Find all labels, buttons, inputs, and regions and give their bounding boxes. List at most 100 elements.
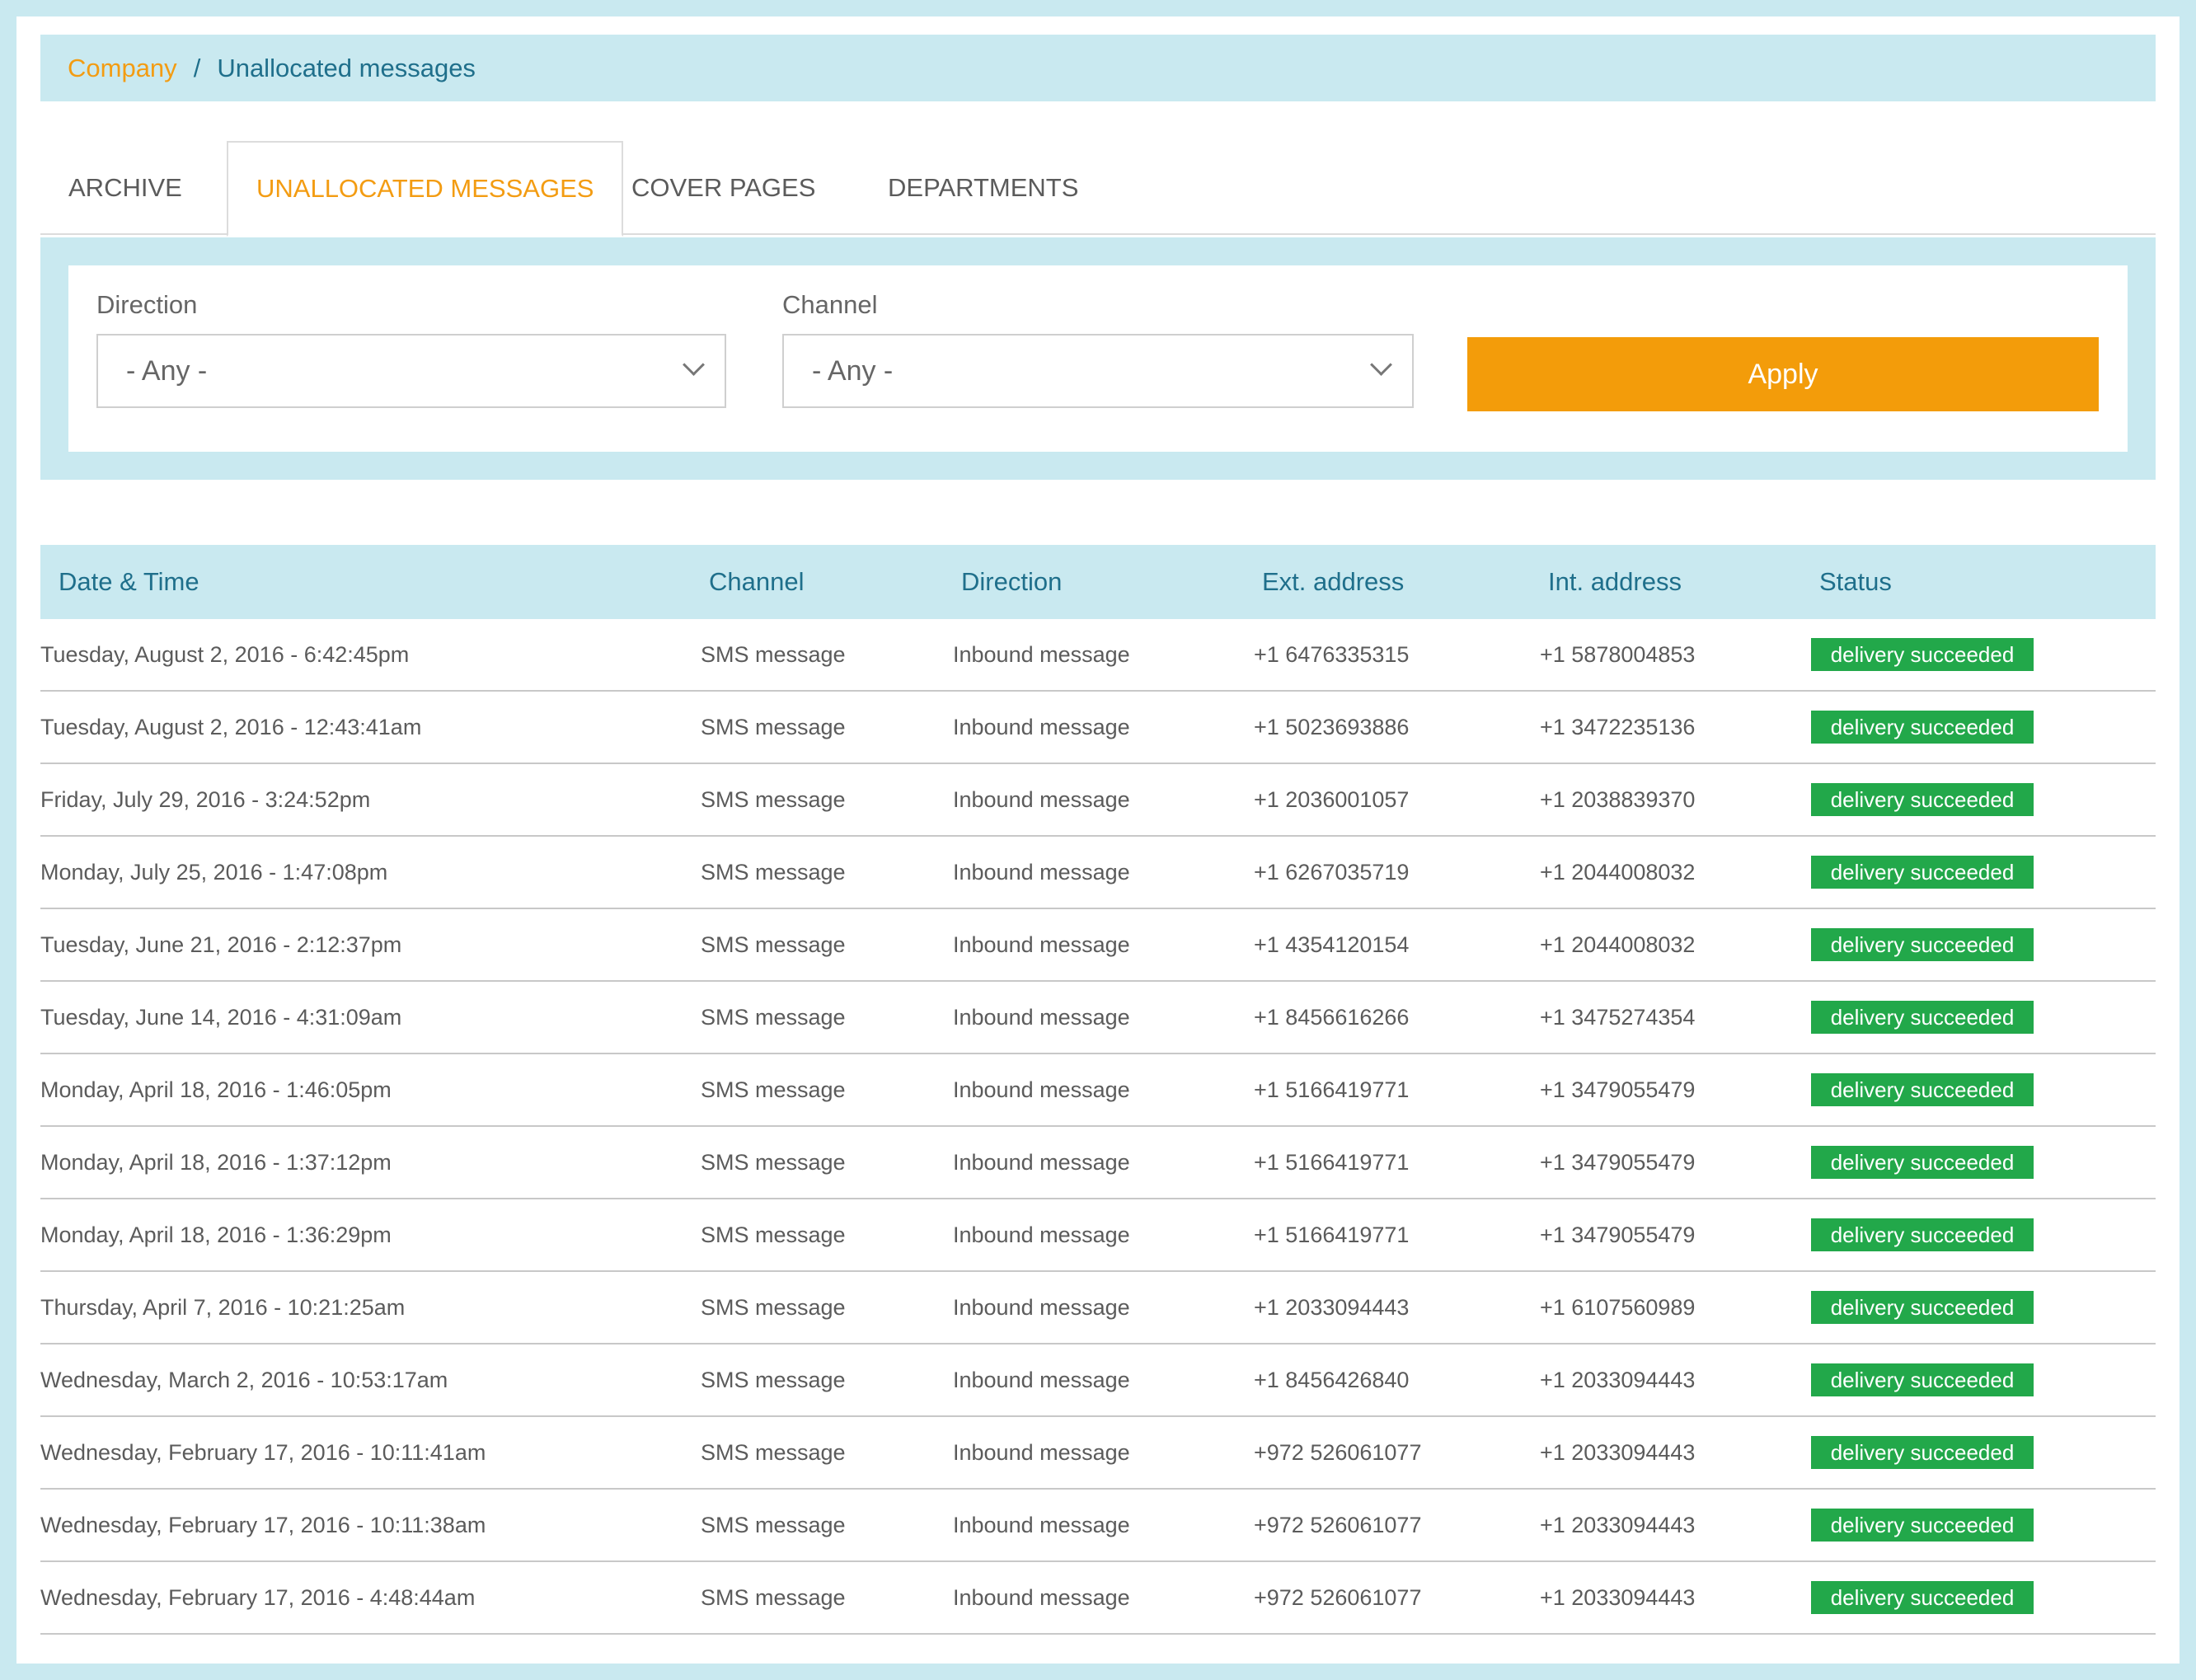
cell-ext-address: +1 6267035719 [1254,859,1410,885]
cell-int-address: +1 3479055479 [1540,1149,1696,1175]
table-row[interactable]: Wednesday, February 17, 2016 - 10:11:38a… [40,1490,2156,1562]
breadcrumb-link-company[interactable]: Company [68,53,177,82]
cell-status: delivery succeeded [1811,1199,2034,1270]
cell-direction: Inbound message [953,1439,1130,1465]
status-badge: delivery succeeded [1811,783,2034,816]
cell-int-address: +1 2033094443 [1540,1512,1696,1537]
cell-ext-address: +972 526061077 [1254,1584,1422,1610]
status-badge: delivery succeeded [1811,1509,2034,1542]
cell-int-address: +1 2038839370 [1540,786,1696,812]
column-header-channel[interactable]: Channel [709,567,805,596]
cell-direction: Inbound message [953,714,1130,739]
cell-direction: Inbound message [953,1367,1130,1392]
cell-direction: Inbound message [953,1077,1130,1102]
cell-ext-address: +1 5166419771 [1254,1077,1410,1102]
cell-ext-address: +1 5166419771 [1254,1222,1410,1247]
status-badge: delivery succeeded [1811,1146,2034,1179]
cell-int-address: +1 2033094443 [1540,1439,1696,1465]
column-header-int-address[interactable]: Int. address [1548,567,1682,596]
table-row[interactable]: Tuesday, August 2, 2016 - 12:43:41am SMS … [40,692,2156,764]
cell-status: delivery succeeded [1811,764,2034,835]
cell-ext-address: +1 8456426840 [1254,1367,1410,1392]
cell-channel: SMS message [701,786,846,812]
cell-channel: SMS message [701,1149,846,1175]
status-badge: delivery succeeded [1811,1218,2034,1251]
chevron-down-icon [1370,354,1392,376]
status-badge: delivery succeeded [1811,1001,2034,1034]
status-badge: delivery succeeded [1811,1073,2034,1106]
direction-select[interactable]: - Any - [96,334,726,408]
cell-ext-address: +972 526061077 [1254,1439,1422,1465]
tab-archive[interactable]: ARCHIVE [68,173,182,202]
table-row[interactable]: Tuesday, June 14, 2016 - 4:31:09am SMS me… [40,982,2156,1054]
cell-int-address: +1 2033094443 [1540,1367,1696,1392]
cell-channel: SMS message [701,641,846,667]
table-row[interactable]: Wednesday, March 2, 2016 - 10:53:17am SMS… [40,1344,2156,1417]
cell-date-time: Tuesday, August 2, 2016 - 12:43:41am [40,714,422,739]
column-header-direction[interactable]: Direction [961,567,1063,596]
cell-direction: Inbound message [953,859,1130,885]
table-row[interactable]: Wednesday, February 17, 2016 - 4:48:44am… [40,1562,2156,1635]
cell-direction: Inbound message [953,1512,1130,1537]
cell-channel: SMS message [701,1439,846,1465]
tab-cover-pages[interactable]: COVER PAGES [631,173,816,202]
cell-status: delivery succeeded [1811,1344,2034,1415]
cell-status: delivery succeeded [1811,1054,2034,1125]
cell-direction: Inbound message [953,1004,1130,1030]
cell-direction: Inbound message [953,1294,1130,1320]
cell-int-address: +1 2044008032 [1540,932,1696,957]
cell-status: delivery succeeded [1811,619,2034,690]
column-header-status[interactable]: Status [1819,567,1892,596]
cell-status: delivery succeeded [1811,1127,2034,1198]
cell-int-address: +1 6107560989 [1540,1294,1696,1320]
status-badge: delivery succeeded [1811,1581,2034,1614]
table-body: Tuesday, August 2, 2016 - 6:42:45pm SMS m… [40,619,2156,1635]
table-header: Date & Time Channel Direction Ext. addre… [40,545,2156,619]
cell-channel: SMS message [701,714,846,739]
tab-unallocated-messages[interactable]: UNALLOCATED MESSAGES [227,141,624,237]
table-row[interactable]: Monday, July 25, 2016 - 1:47:08pm SMS mes… [40,837,2156,909]
cell-int-address: +1 3479055479 [1540,1222,1696,1247]
table-row[interactable]: Friday, July 29, 2016 - 3:24:52pm SMS mes… [40,764,2156,837]
table-row[interactable]: Monday, April 18, 2016 - 1:37:12pm SMS me… [40,1127,2156,1199]
cell-ext-address: +1 5166419771 [1254,1149,1410,1175]
cell-direction: Inbound message [953,786,1130,812]
table-row[interactable]: Monday, April 18, 2016 - 1:36:29pm SMS me… [40,1199,2156,1272]
cell-int-address: +1 3479055479 [1540,1077,1696,1102]
channel-select-value: - Any - [812,354,894,387]
tab-departments[interactable]: DEPARTMENTS [888,173,1079,202]
messages-table: Date & Time Channel Direction Ext. addre… [40,545,2156,1635]
cell-channel: SMS message [701,1584,846,1610]
status-badge: delivery succeeded [1811,1291,2034,1324]
tab-bar: ARCHIVE UNALLOCATED MESSAGES COVER PAGES… [40,141,2156,237]
column-header-ext-address[interactable]: Ext. address [1262,567,1405,596]
cell-status: delivery succeeded [1811,1490,2034,1560]
cell-ext-address: +1 8456616266 [1254,1004,1410,1030]
cell-status: delivery succeeded [1811,909,2034,980]
column-header-date-time[interactable]: Date & Time [59,567,199,596]
table-row[interactable]: Tuesday, August 2, 2016 - 6:42:45pm SMS m… [40,619,2156,692]
cell-direction: Inbound message [953,641,1130,667]
status-badge: delivery succeeded [1811,1436,2034,1469]
cell-channel: SMS message [701,1512,846,1537]
cell-int-address: +1 3475274354 [1540,1004,1696,1030]
apply-button[interactable]: Apply [1467,337,2099,411]
page: Company / Unallocated messages ARCHIVE U… [16,16,2180,1664]
table-row[interactable]: Thursday, April 7, 2016 - 10:21:25am SMS … [40,1272,2156,1344]
table-row[interactable]: Monday, April 18, 2016 - 1:46:05pm SMS me… [40,1054,2156,1127]
cell-ext-address: +1 2036001057 [1254,786,1410,812]
cell-date-time: Tuesday, June 14, 2016 - 4:31:09am [40,1004,402,1030]
filter-form: Direction - Any - Channel - Any - Apply [68,265,2128,452]
channel-select[interactable]: - Any - [782,334,1414,408]
cell-date-time: Monday, July 25, 2016 - 1:47:08pm [40,859,388,885]
cell-ext-address: +1 2033094443 [1254,1294,1410,1320]
table-row[interactable]: Wednesday, February 17, 2016 - 10:11:41a… [40,1417,2156,1490]
cell-date-time: Wednesday, February 17, 2016 - 10:11:38a… [40,1512,486,1537]
status-badge: delivery succeeded [1811,711,2034,744]
cell-date-time: Tuesday, June 21, 2016 - 2:12:37pm [40,932,402,957]
channel-label: Channel [782,290,878,319]
cell-ext-address: +1 5023693886 [1254,714,1410,739]
table-row[interactable]: Tuesday, June 21, 2016 - 2:12:37pm SMS me… [40,909,2156,982]
cell-status: delivery succeeded [1811,1272,2034,1343]
cell-int-address: +1 3472235136 [1540,714,1696,739]
